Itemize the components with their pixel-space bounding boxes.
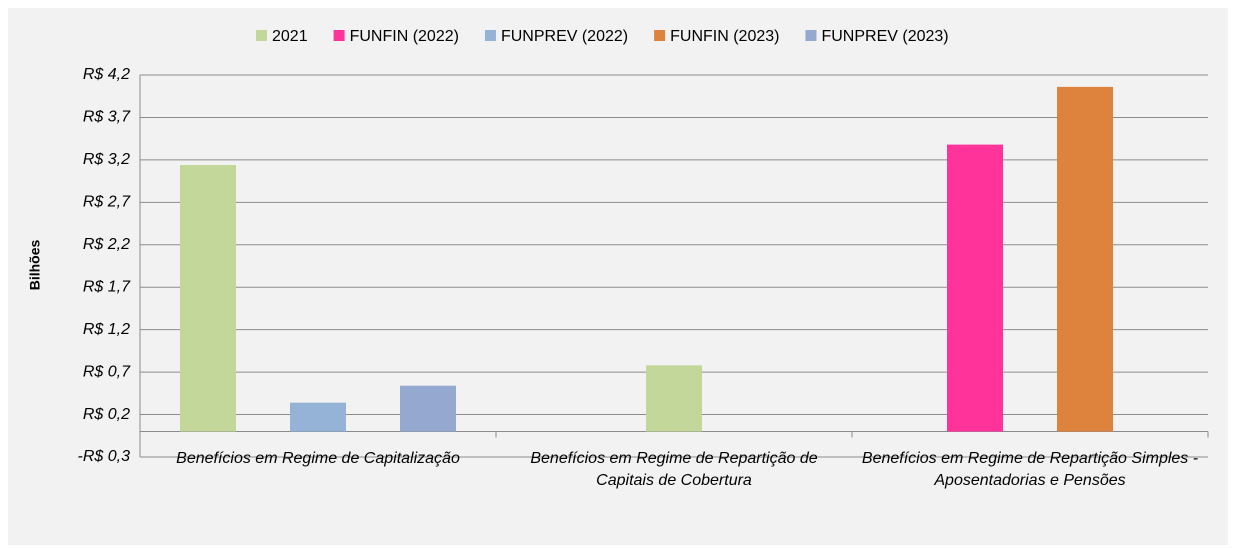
bar <box>947 144 1003 432</box>
x-tick-label: Benefícios em Regime de Repartição de Ca… <box>530 449 818 489</box>
bar <box>400 385 456 432</box>
y-tick-label: R$ 3,7 <box>83 109 131 126</box>
y-tick-label: R$ 0,7 <box>83 363 131 380</box>
y-tick-label: R$ 2,2 <box>83 236 130 253</box>
legend-swatch <box>484 30 496 41</box>
y-tick-label: R$ 3,2 <box>83 151 130 168</box>
x-tick-label: Benefícios em Regime de Repartição Simpl… <box>861 449 1199 489</box>
bar <box>290 402 346 432</box>
legend-swatch <box>805 30 817 41</box>
y-tick-label: R$ 0,2 <box>83 406 130 423</box>
y-tick-label: R$ 2,7 <box>83 194 131 211</box>
bar <box>1057 86 1113 432</box>
legend-label: FUNFIN (2023) <box>670 28 779 45</box>
legend-label: FUNFIN (2022) <box>350 28 459 45</box>
y-tick-label: R$ 1,7 <box>83 278 131 295</box>
y-tick-label: R$ 1,2 <box>83 321 130 338</box>
bar <box>646 365 702 432</box>
y-axis-label: Bilhões <box>27 240 43 291</box>
y-tick-label: R$ 4,2 <box>83 66 130 83</box>
legend-label: 2021 <box>272 28 308 45</box>
legend-swatch <box>256 30 267 41</box>
y-tick-label: -R$ 0,3 <box>78 448 131 465</box>
bar <box>180 164 236 432</box>
legend-swatch <box>333 30 345 41</box>
legend-label: FUNPREV (2023) <box>821 28 948 45</box>
legend-label: FUNPREV (2022) <box>501 28 628 45</box>
legend-swatch <box>654 30 666 41</box>
x-tick-label: Benefícios em Regime de Capitalização <box>176 449 460 467</box>
